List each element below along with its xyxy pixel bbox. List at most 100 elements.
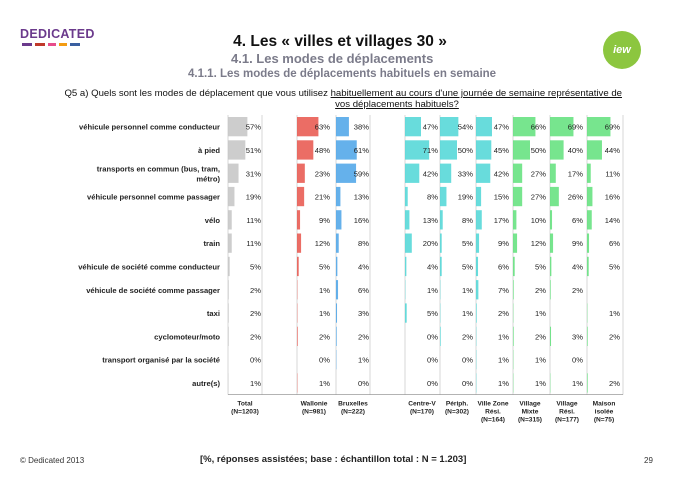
data-label: 1% (498, 332, 509, 341)
bar (440, 256, 442, 277)
bar (336, 163, 357, 183)
bar (405, 256, 407, 277)
data-label: 13% (423, 216, 438, 225)
bar (336, 280, 339, 300)
bar (587, 186, 593, 207)
data-label: 2% (462, 332, 473, 341)
bar (405, 233, 412, 253)
bar (440, 326, 441, 346)
category-label: train (204, 239, 221, 248)
data-label: 15% (494, 193, 509, 202)
data-label: 17% (494, 216, 509, 225)
column-label: Périph. (N=302) (445, 401, 469, 416)
bar (513, 256, 515, 277)
data-label: 0% (427, 379, 438, 388)
bar (587, 373, 588, 393)
data-label: 50% (531, 146, 546, 155)
brand-dash (48, 43, 56, 46)
bar (336, 303, 338, 323)
bar (476, 117, 492, 137)
data-label: 16% (354, 216, 369, 225)
subsection-title: 4.1.1. Les modes de déplacements habitue… (188, 68, 497, 80)
data-label: 1% (535, 356, 546, 365)
bar (550, 326, 552, 346)
bar (587, 326, 588, 346)
category-label: autre(s) (192, 379, 220, 388)
bar (297, 256, 299, 277)
bar (476, 256, 479, 277)
data-label: 5% (319, 262, 330, 271)
data-label: 1% (535, 379, 546, 388)
category-label: véhicule de société comme passager (86, 286, 220, 295)
iew-badge-icon: iew (603, 31, 641, 69)
data-label: 44% (605, 146, 620, 155)
copyright: © Dedicated 2013 (20, 456, 85, 465)
data-label: 1% (462, 309, 473, 318)
data-label: 0% (427, 332, 438, 341)
column-label: Maison isolée (N=75) (593, 401, 616, 424)
bar (513, 186, 523, 207)
data-label: 5% (609, 262, 620, 271)
data-label: 51% (246, 146, 261, 155)
section-title: 4.1. Les modes de déplacements (231, 51, 434, 66)
column-label: Village Mixte (N=315) (518, 401, 542, 424)
data-label: 5% (462, 262, 473, 271)
data-label: 0% (358, 379, 369, 388)
column-label: Village Rési. (N=177) (555, 401, 579, 424)
data-label: 61% (354, 146, 369, 155)
data-label: 57% (246, 123, 261, 132)
data-label: 11% (605, 169, 620, 178)
data-label: 2% (535, 332, 546, 341)
column-label: Centre-V (N=170) (408, 401, 436, 416)
data-label: 50% (458, 146, 473, 155)
bar (513, 326, 514, 346)
data-label: 2% (609, 332, 620, 341)
bar (336, 186, 341, 207)
bar (405, 140, 430, 160)
bar (297, 326, 298, 346)
bar (440, 163, 452, 183)
column-label: Total (N=1203) (231, 401, 259, 416)
data-label: 1% (535, 309, 546, 318)
data-label: 6% (572, 216, 583, 225)
data-label: 40% (568, 146, 583, 155)
data-label: 0% (462, 379, 473, 388)
data-label: 6% (498, 262, 509, 271)
brand-dash (22, 43, 32, 46)
data-label: 38% (354, 123, 369, 132)
bar (405, 303, 407, 323)
bar (297, 140, 314, 160)
category-label: transports en commun (bus, tram, métro) (97, 164, 221, 183)
bar (440, 186, 447, 207)
bar (228, 326, 229, 346)
bar (513, 280, 514, 300)
category-label: taxi (207, 309, 220, 318)
data-label: 4% (427, 262, 438, 271)
bar (550, 233, 554, 253)
data-label: 1% (572, 379, 583, 388)
brand-logo: DEDICATED (20, 27, 95, 41)
bar (228, 117, 248, 137)
bar (550, 140, 564, 160)
data-label: 45% (494, 146, 509, 155)
data-label: 1% (250, 379, 261, 388)
bar (550, 117, 574, 137)
category-label: véhicule personnel comme conducteur (79, 123, 220, 132)
data-label: 48% (315, 146, 330, 155)
data-label: 9% (319, 216, 330, 225)
data-label: 2% (572, 286, 583, 295)
bar (587, 256, 589, 277)
data-label: 59% (354, 169, 369, 178)
bar (228, 186, 235, 207)
bar (550, 186, 559, 207)
bar (228, 280, 229, 300)
data-label: 4% (572, 262, 583, 271)
bar (440, 140, 457, 160)
data-label: 63% (315, 123, 330, 132)
base-note: [%, réponses assistées; base : échantill… (200, 454, 467, 465)
bar (476, 163, 491, 183)
category-label: véhicule de société comme conducteur (78, 262, 220, 271)
data-label: 1% (462, 286, 473, 295)
bar (405, 186, 408, 207)
data-label: 31% (246, 169, 261, 178)
